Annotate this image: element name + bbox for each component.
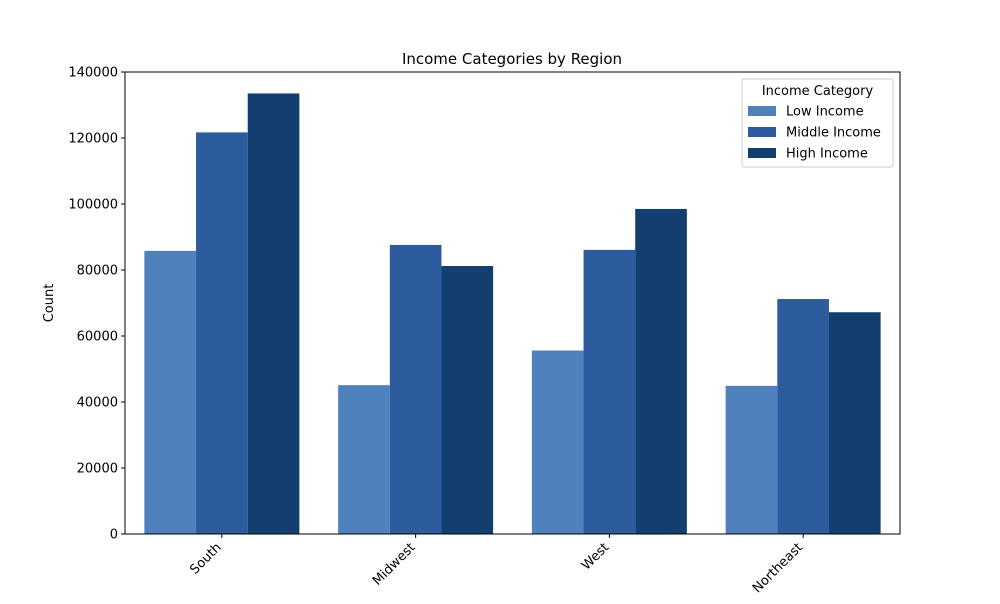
- legend-label: Low Income: [786, 105, 864, 120]
- legend-swatch-middle-income: [748, 127, 776, 137]
- plot-frame: [124, 71, 901, 535]
- bar-low-income-midwest: [338, 385, 390, 534]
- bar-middle-income-west: [583, 249, 636, 534]
- bar-high-income-west: [635, 208, 687, 534]
- legend-swatch-high-income: [748, 148, 776, 158]
- bar-low-income-west: [531, 350, 584, 534]
- legend: Income Category Low Income Middle Income Hi…: [741, 78, 894, 168]
- y-tick-label: 100000: [68, 198, 118, 213]
- x-tick-label: Northeast: [750, 540, 806, 596]
- legend-title: Income Category: [762, 84, 874, 99]
- y-tick-label: 80000: [77, 264, 118, 279]
- bar-middle-income-south: [196, 132, 248, 534]
- plot-area: 0 20000 40000 60000 80000 100000 120000 140000 S…: [68, 66, 901, 596]
- legend-swatch-low-income: [748, 106, 776, 116]
- bar-high-income-south: [247, 93, 300, 534]
- bar-high-income-midwest: [441, 266, 494, 534]
- bar-middle-income-northeast: [777, 299, 829, 534]
- bar-low-income-northeast: [725, 385, 778, 534]
- chart-title: Income Categories by Region: [402, 50, 622, 68]
- y-tick-label: 140000: [68, 66, 118, 81]
- y-tick-label: 20000: [77, 462, 118, 477]
- y-tick-label: 0: [110, 528, 118, 543]
- y-tick-label: 60000: [77, 330, 118, 345]
- x-tick-label: South: [187, 540, 224, 577]
- bar-low-income-south: [144, 250, 197, 535]
- y-tick-label: 40000: [77, 396, 118, 411]
- legend-label: High Income: [786, 147, 868, 162]
- legend-label: Middle Income: [786, 126, 881, 141]
- x-tick-label: West: [579, 540, 612, 573]
- bar-middle-income-midwest: [389, 244, 442, 535]
- x-tick-label: Midwest: [370, 540, 419, 589]
- bar-high-income-northeast: [828, 312, 881, 534]
- y-tick-label: 120000: [68, 132, 118, 147]
- y-axis-title: Count: [42, 284, 57, 323]
- legend-box: [741, 78, 894, 168]
